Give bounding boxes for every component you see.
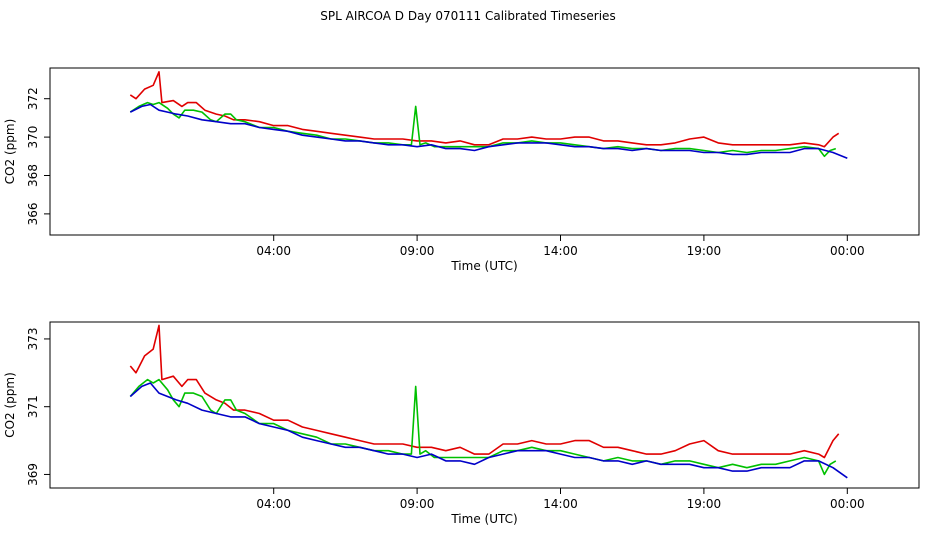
- y-tick-label: 370: [26, 126, 40, 149]
- x-tick-label: 19:00: [687, 497, 722, 511]
- series-line-red: [129, 71, 840, 148]
- y-tick-label: 368: [26, 164, 40, 187]
- y-tick-label: 369: [26, 463, 40, 486]
- y-tick-label: 366: [26, 202, 40, 225]
- y-axis-label: CO2 (ppm): [3, 119, 17, 185]
- x-tick-label: 00:00: [830, 497, 865, 511]
- x-axis-label: Time (UTC): [450, 259, 517, 273]
- series-line-red: [129, 324, 840, 459]
- series-line-blue: [129, 382, 848, 479]
- series-line-green: [129, 378, 837, 476]
- x-tick-label: 00:00: [830, 244, 865, 258]
- x-tick-label: 14:00: [543, 244, 578, 258]
- y-axis-label: CO2 (ppm): [3, 372, 17, 438]
- y-tick-label: 371: [26, 395, 40, 418]
- y-tick-label: 372: [26, 87, 40, 110]
- plot-frame: [49, 67, 920, 236]
- x-tick-label: 19:00: [687, 244, 722, 258]
- x-tick-label: 09:00: [400, 497, 435, 511]
- y-tick-label: 373: [26, 327, 40, 350]
- page-title: SPL AIRCOA D Day 070111 Calibrated Times…: [320, 9, 616, 23]
- x-tick-label: 04:00: [256, 497, 291, 511]
- series-line-blue: [129, 103, 848, 159]
- x-tick-label: 04:00: [256, 244, 291, 258]
- plot-frame: [49, 321, 920, 489]
- x-axis-label: Time (UTC): [450, 512, 517, 526]
- top-panel: 04:00 09:00 14:00 19:00 00:00 366 368 370 372 Tim…: [3, 67, 920, 273]
- x-tick-label: 09:00: [400, 244, 435, 258]
- x-tick-label: 14:00: [543, 497, 578, 511]
- bottom-panel: 04:00 09:00 14:00 19:00 00:00 369 371 373 Time (…: [3, 321, 920, 526]
